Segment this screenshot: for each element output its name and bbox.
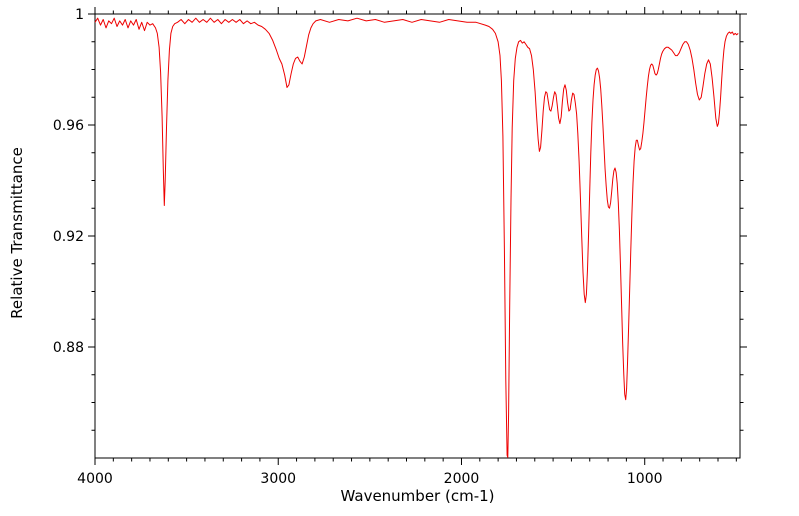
- spectrum-line: [94, 17, 739, 458]
- x-tick-label: 2000: [444, 471, 480, 487]
- x-tick-label: 1000: [627, 471, 663, 487]
- y-tick-label: 0.92: [53, 229, 84, 245]
- x-tick-label: 4000: [77, 471, 113, 487]
- y-tick-label: 0.96: [53, 118, 84, 134]
- y-tick-label: 1: [75, 7, 84, 23]
- y-axis-title: Relative Transmittance: [8, 147, 26, 319]
- plot-frame: [94, 13, 741, 459]
- x-tick-label: 3000: [260, 471, 296, 487]
- x-axis-title: Wavenumber (cm-1): [340, 487, 495, 505]
- y-tick-label: 0.88: [53, 340, 84, 356]
